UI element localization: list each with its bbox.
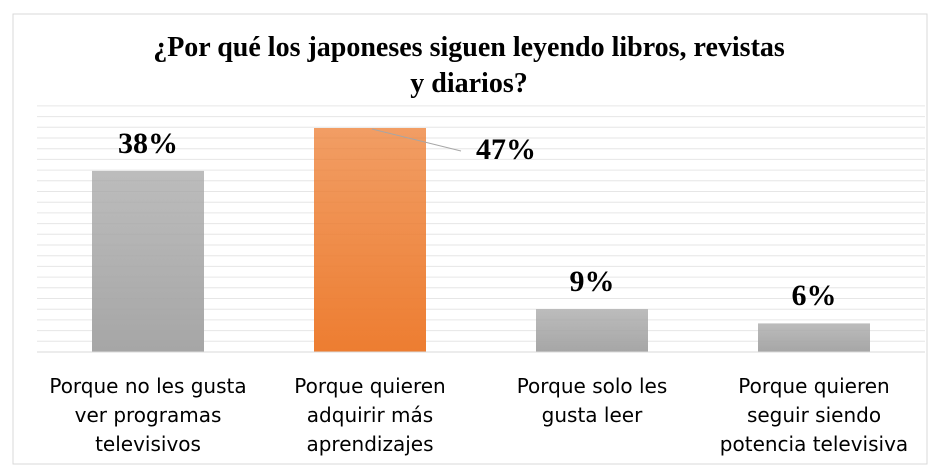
value-label: 38%: [118, 126, 178, 160]
chart-title: ¿Por qué los japoneses siguen leyendo li…: [153, 32, 785, 99]
bar: [314, 128, 426, 352]
x-tick-label: Porque quieren adquirir más aprendizajes: [294, 374, 446, 456]
bar: [536, 309, 648, 352]
bar: [758, 323, 870, 352]
x-tick-label: Porque solo les gusta leer: [516, 374, 668, 427]
value-label: 9%: [569, 265, 615, 299]
leader-line: [371, 128, 462, 152]
x-tick-label: Porque no les gusta ver programas televi…: [49, 374, 247, 456]
x-tick-label: Porque quieren seguir siendo potencia te…: [719, 374, 909, 456]
value-label: 47%: [476, 133, 536, 166]
value-label: 6%: [791, 279, 837, 313]
bars: [92, 128, 870, 352]
bar: [92, 170, 204, 352]
